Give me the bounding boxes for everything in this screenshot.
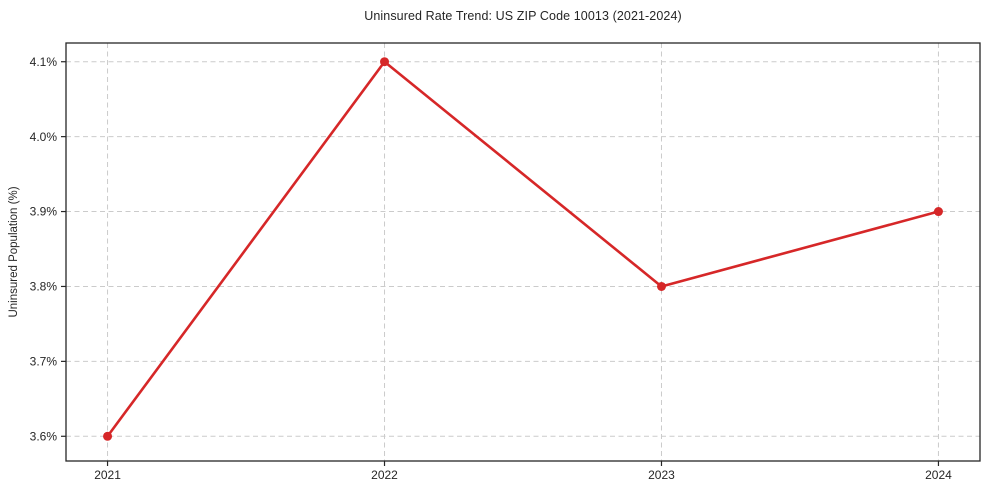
y-tick-label: 3.9% bbox=[30, 205, 58, 219]
x-tick-label: 2022 bbox=[371, 468, 398, 482]
y-tick-label: 3.7% bbox=[30, 355, 58, 369]
data-point-marker bbox=[380, 57, 390, 67]
trend-line bbox=[106, 60, 940, 438]
x-tick-label: 2024 bbox=[925, 468, 952, 482]
chart-title: Uninsured Rate Trend: US ZIP Code 10013 … bbox=[364, 9, 682, 23]
y-tick-label: 3.8% bbox=[30, 280, 58, 294]
data-point-marker bbox=[933, 207, 943, 217]
y-tick-label: 4.1% bbox=[30, 55, 58, 69]
y-tick-label: 3.6% bbox=[30, 429, 58, 443]
y-tick-label: 4.0% bbox=[30, 130, 58, 144]
data-point-marker bbox=[656, 281, 666, 291]
x-tick-label: 2023 bbox=[648, 468, 675, 482]
axes-frame bbox=[65, 42, 981, 462]
x-tick-label: 2021 bbox=[94, 468, 121, 482]
data-point-marker bbox=[103, 431, 113, 441]
